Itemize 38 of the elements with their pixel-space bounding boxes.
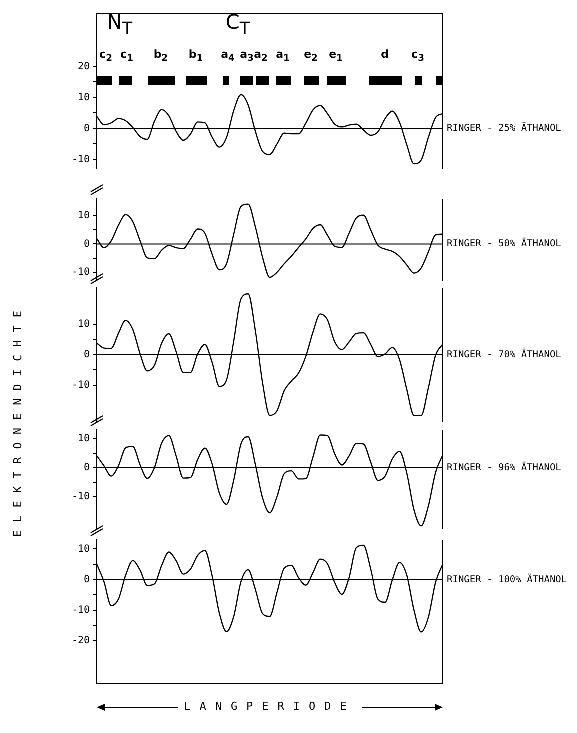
annotation: e$_{2}$ bbox=[304, 48, 318, 64]
annotation: a$_{2}$ bbox=[254, 48, 268, 64]
series-label: RINGER - 50% ÄTHANOL bbox=[447, 238, 562, 250]
annotation: a$_{1}$ bbox=[276, 48, 290, 64]
annotation: c$_{1}$ bbox=[120, 48, 134, 64]
y-tick-label: 0 bbox=[84, 574, 90, 586]
series-label: RINGER - 25% ÄTHANOL bbox=[447, 122, 562, 135]
y-tick-label: 10 bbox=[78, 210, 90, 222]
y-tick-label: 0 bbox=[84, 124, 90, 135]
annotation: b$_{1}$ bbox=[188, 48, 204, 64]
annotation: C$_{T}$ bbox=[226, 10, 250, 38]
annotation: d bbox=[381, 48, 389, 61]
y-tick-label: 0 bbox=[84, 238, 90, 250]
series-label: RINGER - 96% ÄTHANOL bbox=[447, 461, 562, 474]
annotation: c$_{2}$ bbox=[100, 48, 112, 64]
y-tick-label: 10 bbox=[78, 92, 90, 104]
series-label: RINGER - 70% ÄTHANOL bbox=[447, 348, 562, 361]
y-tick-label: 0 bbox=[84, 462, 90, 474]
y-tick-label: 10 bbox=[78, 433, 90, 444]
annotation: c$_{3}$ bbox=[412, 48, 424, 64]
annotation: a$_{3}$ bbox=[240, 48, 254, 64]
y-tick-label: -20 bbox=[72, 636, 90, 647]
y-tick-label: 10 bbox=[78, 319, 90, 330]
annotation: a$_{4}$ bbox=[221, 48, 235, 64]
annotation: N$_{T}$ bbox=[107, 10, 133, 38]
y-tick-label: 10 bbox=[78, 544, 90, 555]
y-tick-label: -10 bbox=[72, 266, 90, 278]
y-tick-label: -10 bbox=[72, 154, 90, 166]
annotation: b$_{2}$ bbox=[154, 48, 168, 64]
y-tick-label: 0 bbox=[84, 350, 90, 361]
series-label: RINGER - 100% ÄTHANOL bbox=[447, 573, 568, 586]
y-axis-title: ELEKTRONENDICHTE bbox=[12, 303, 24, 537]
x-axis-title: LANGPERIODE bbox=[178, 700, 362, 714]
y-tick-label: -10 bbox=[72, 380, 90, 392]
y-tick-label: -10 bbox=[72, 492, 90, 503]
annotation: e$_{1}$ bbox=[329, 48, 343, 64]
y-tick-label: -10 bbox=[72, 605, 90, 616]
y-tick-label: 20 bbox=[78, 62, 90, 73]
